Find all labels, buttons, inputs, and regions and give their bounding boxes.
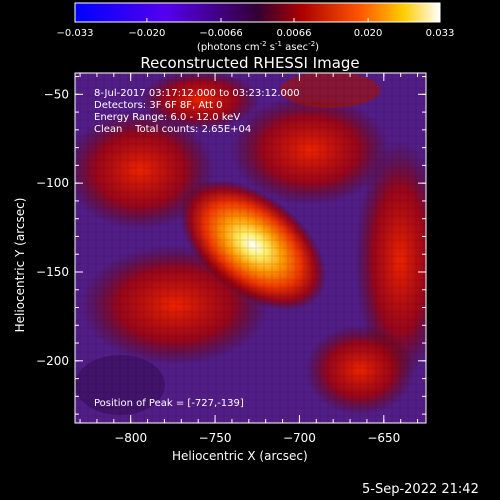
colorbar-units: (photons cm-2 s-1 asec-2) [197,40,319,53]
colorbar-tick-label: −0.020 [128,28,165,39]
y-tick-label: −150 [36,265,69,279]
info-line-4: Clean Total counts: 2.65E+04 [94,124,252,135]
info-line-2: Detectors: 3F 6F 8F, Att 0 [94,100,223,111]
timestamp: 5-Sep-2022 21:42 [362,482,479,497]
rhessi-image [75,73,426,423]
x-tick-label: −750 [199,431,232,445]
plot-axes: −800 −750 −700 −650 −50 −100 −150 −200 [36,73,426,445]
colorbar-tick-label: −0.033 [56,28,93,39]
x-tick-label: −650 [367,431,400,445]
colorbar-ticks: −0.033 −0.020 −0.0066 0.0066 0.020 0.033 [56,18,454,39]
x-tick-label: −700 [283,431,316,445]
colorbar-tick-label: 0.020 [354,28,383,39]
y-tick-label: −200 [36,354,69,368]
x-axis-label: Heliocentric X (arcsec) [172,449,308,463]
plot-frame [74,72,427,424]
y-tick-label: −100 [36,176,69,190]
image-title: Reconstructed RHESSI Image [140,54,359,72]
peak-position-label: Position of Peak = [-727,-139] [94,398,244,409]
y-axis-label: Heliocentric Y (arcsec) [13,197,27,333]
colorbar-tick-label: 0.0066 [277,28,312,39]
y-tick-label: −50 [44,87,69,101]
colorbar-tick-label: −0.0066 [199,28,242,39]
colorbar-tick-label: 0.033 [426,28,455,39]
colorbar [74,2,441,23]
x-tick-label: −800 [114,431,147,445]
info-line-3: Energy Range: 6.0 - 12.0 keV [94,112,241,123]
info-line-1: 8-Jul-2017 03:17:12.000 to 03:23:12.000 [94,88,300,99]
